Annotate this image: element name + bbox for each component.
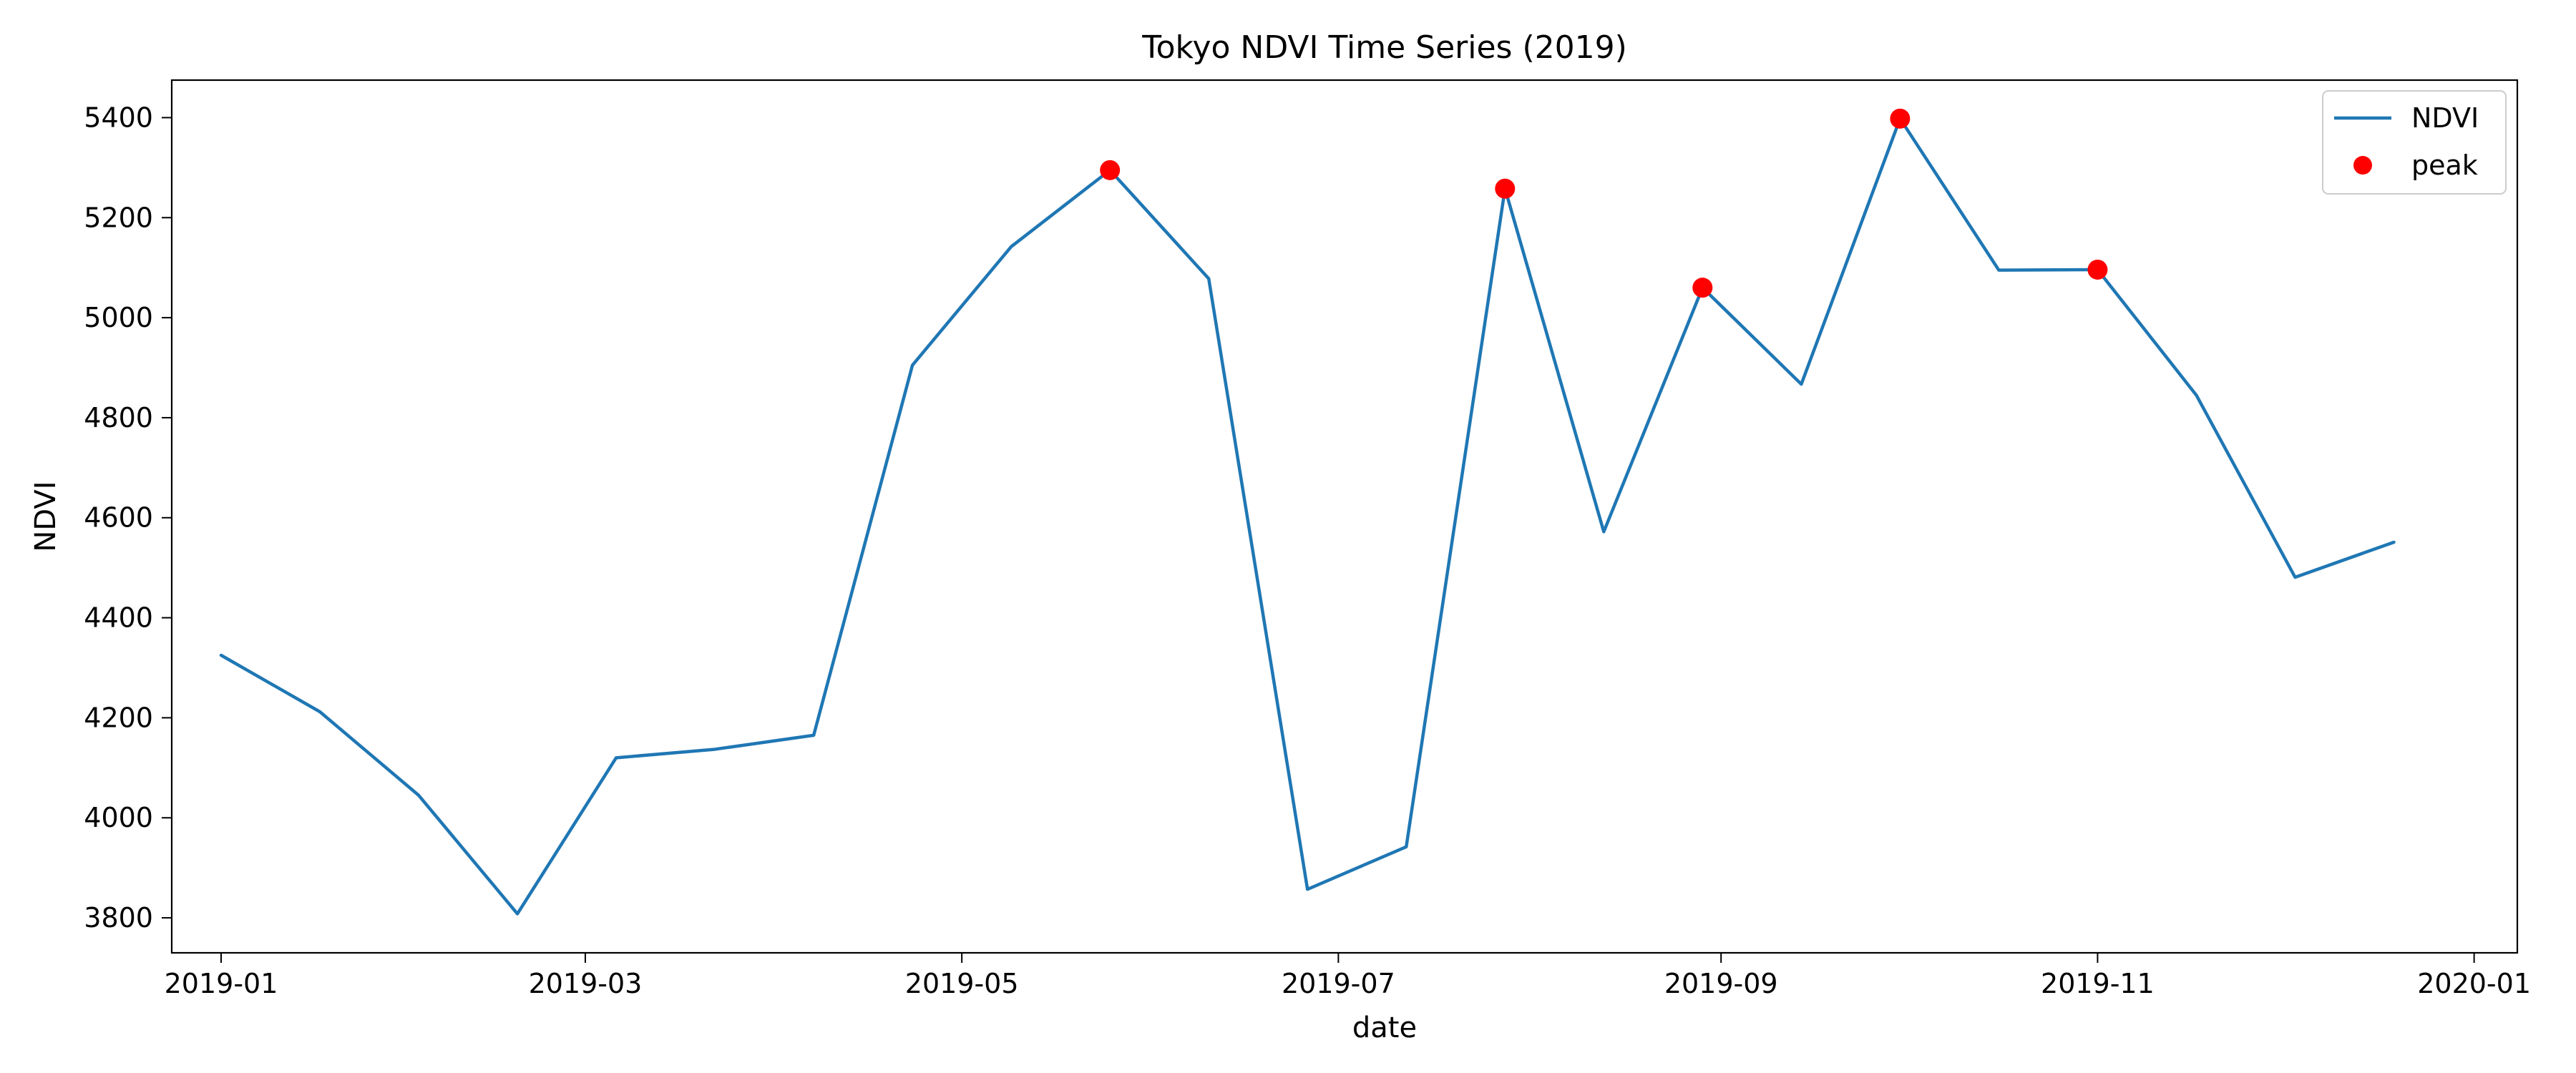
x-tick-label: 2019-05 [905,968,1019,999]
x-axis-label: date [1352,1011,1417,1044]
series-line-ndvi [219,117,2396,916]
plot-area: 2019-01 2019-03 2019-05 2019-07 2019-09 2019-… [84,79,2531,999]
legend-swatch-marker [2353,156,2372,175]
peak-point [1100,160,1121,180]
y-axis-label: NDVI [29,481,62,552]
x-tick-label: 2019-01 [165,968,278,999]
chart-title: Tokyo NDVI Time Series (2019) [1141,29,1627,66]
y-tick-label: 4800 [84,402,153,433]
plot-frame [170,79,2519,954]
x-tick-label: 2019-11 [2041,968,2155,999]
x-tick-label: 2019-03 [529,968,643,999]
x-tick-label: 2019-09 [1664,968,1778,999]
x-tick-label: 2020-01 [2417,968,2531,999]
peak-point [2087,259,2108,280]
y-tick-label: 5200 [84,202,153,233]
y-tick-label: 4000 [84,802,153,833]
legend-label: NDVI [2411,102,2479,134]
y-tick-label: 5000 [84,302,153,333]
peak-point [1692,278,1713,298]
y-tick-label: 4600 [84,502,153,534]
x-tick-label: 2019-07 [1282,968,1395,999]
y-tick-label: 4200 [84,702,153,733]
peak-point [1495,178,1516,199]
y-tick-label: 3800 [84,902,153,934]
y-tick-label: 5400 [84,102,153,133]
legend-label: peak [2411,150,2478,181]
y-tick-label: 4400 [84,602,153,634]
peak-point [1890,108,1911,129]
